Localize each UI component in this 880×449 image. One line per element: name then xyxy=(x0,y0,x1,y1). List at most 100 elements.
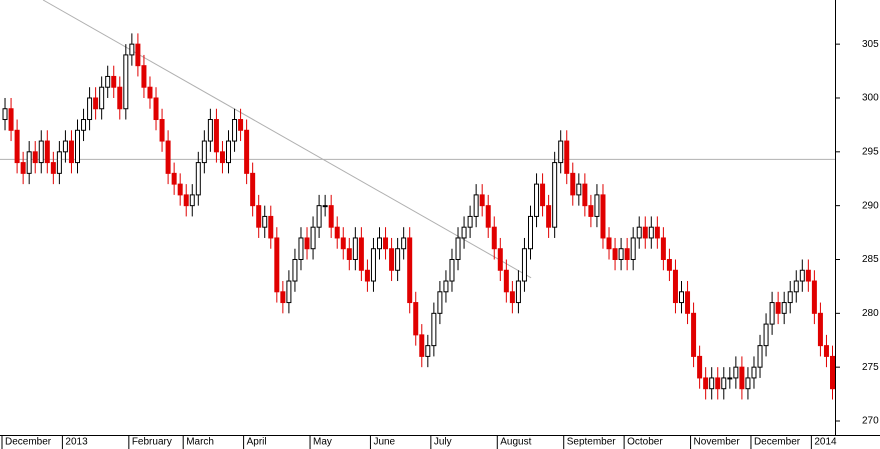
candle-body xyxy=(274,237,280,293)
candle-body xyxy=(177,183,183,196)
candle-body xyxy=(697,355,703,379)
candle-body xyxy=(364,269,370,282)
candle-body xyxy=(558,140,564,164)
candle-body xyxy=(509,291,515,304)
x-tick-label: November xyxy=(694,437,741,448)
candle-body xyxy=(564,140,570,174)
candle-body xyxy=(485,205,491,228)
candle-body xyxy=(135,43,141,67)
candle-body xyxy=(751,366,757,379)
candle-body xyxy=(636,226,642,239)
candle-body xyxy=(280,291,286,304)
y-tick-label: 270 xyxy=(862,416,879,427)
candle-body xyxy=(298,237,304,260)
y-tick-label: 305 xyxy=(862,39,879,50)
candle-body xyxy=(201,140,207,164)
candle-body xyxy=(159,119,165,142)
candle-body xyxy=(334,226,340,239)
candle-body xyxy=(87,97,93,121)
candle-body xyxy=(389,248,395,271)
candle-body xyxy=(286,280,292,304)
candle-body xyxy=(346,248,352,260)
x-tick-label: April xyxy=(247,437,267,448)
candle-body xyxy=(540,183,546,207)
candle-body xyxy=(546,205,552,228)
candle-body xyxy=(703,377,709,390)
candle-body xyxy=(171,172,177,185)
candle-body xyxy=(68,140,74,164)
candle-body xyxy=(50,162,56,174)
candle-body xyxy=(787,291,793,304)
candle-body xyxy=(648,226,654,239)
candle-body xyxy=(26,151,32,174)
candle-body xyxy=(691,312,697,357)
candle-body xyxy=(62,140,68,153)
candle-body xyxy=(660,237,666,260)
candle-body xyxy=(38,140,44,164)
candle-body xyxy=(630,237,636,260)
candle-body xyxy=(147,86,153,99)
candle-body xyxy=(44,140,50,164)
x-tick-label: February xyxy=(132,437,172,448)
y-tick-label: 275 xyxy=(862,362,879,373)
candle-body xyxy=(823,345,829,357)
candle-body xyxy=(528,215,533,250)
candle-body xyxy=(2,108,8,121)
candle-body xyxy=(56,151,62,174)
candle-body xyxy=(377,237,382,250)
candle-body xyxy=(213,119,219,153)
candle-body xyxy=(552,162,558,228)
candle-body xyxy=(817,312,823,347)
candle-body xyxy=(340,237,346,250)
candle-body xyxy=(437,291,443,314)
trendline xyxy=(42,0,532,279)
candle-body xyxy=(763,323,769,347)
candle-body xyxy=(642,226,648,239)
candle-body xyxy=(129,43,135,56)
y-tick-label: 290 xyxy=(862,200,879,211)
candle-body xyxy=(99,86,105,110)
candle-body xyxy=(594,194,600,217)
candle-body xyxy=(449,258,455,282)
y-tick-label: 285 xyxy=(862,254,879,265)
candle-body xyxy=(20,162,26,174)
x-tick-label: 2013 xyxy=(65,437,88,448)
candle-body xyxy=(727,377,733,380)
candle-body xyxy=(352,237,358,260)
candle-body xyxy=(219,151,225,164)
candle-body xyxy=(739,366,745,390)
candle-body xyxy=(775,302,781,314)
candle-body xyxy=(304,237,310,250)
candle-body xyxy=(745,377,751,390)
candle-body xyxy=(733,366,739,379)
candle-body xyxy=(606,237,612,250)
candle-body xyxy=(123,54,129,110)
x-tick-label: September xyxy=(567,437,617,448)
candle-body xyxy=(769,302,775,325)
candle-body xyxy=(443,280,449,293)
x-tick-label: July xyxy=(434,437,452,448)
candle-body xyxy=(238,119,244,131)
candle-body xyxy=(401,237,407,250)
candle-body xyxy=(322,205,328,208)
candle-body xyxy=(811,280,817,314)
candle-body xyxy=(250,172,256,207)
candle-body xyxy=(262,215,268,228)
candle-body xyxy=(395,248,401,271)
candle-body xyxy=(805,269,811,282)
candle-body xyxy=(600,194,606,239)
candle-body xyxy=(226,140,231,164)
candle-body xyxy=(570,172,576,196)
candle-body xyxy=(141,65,147,88)
y-tick-label: 280 xyxy=(862,308,879,319)
candle-body xyxy=(383,237,389,250)
candle-body xyxy=(358,237,364,271)
candle-body xyxy=(497,248,503,271)
candle-body xyxy=(232,119,238,142)
candle-body xyxy=(679,291,684,304)
candle-body xyxy=(370,248,376,282)
candle-body xyxy=(328,205,334,228)
candle-body xyxy=(207,119,213,142)
candle-body xyxy=(189,194,195,207)
